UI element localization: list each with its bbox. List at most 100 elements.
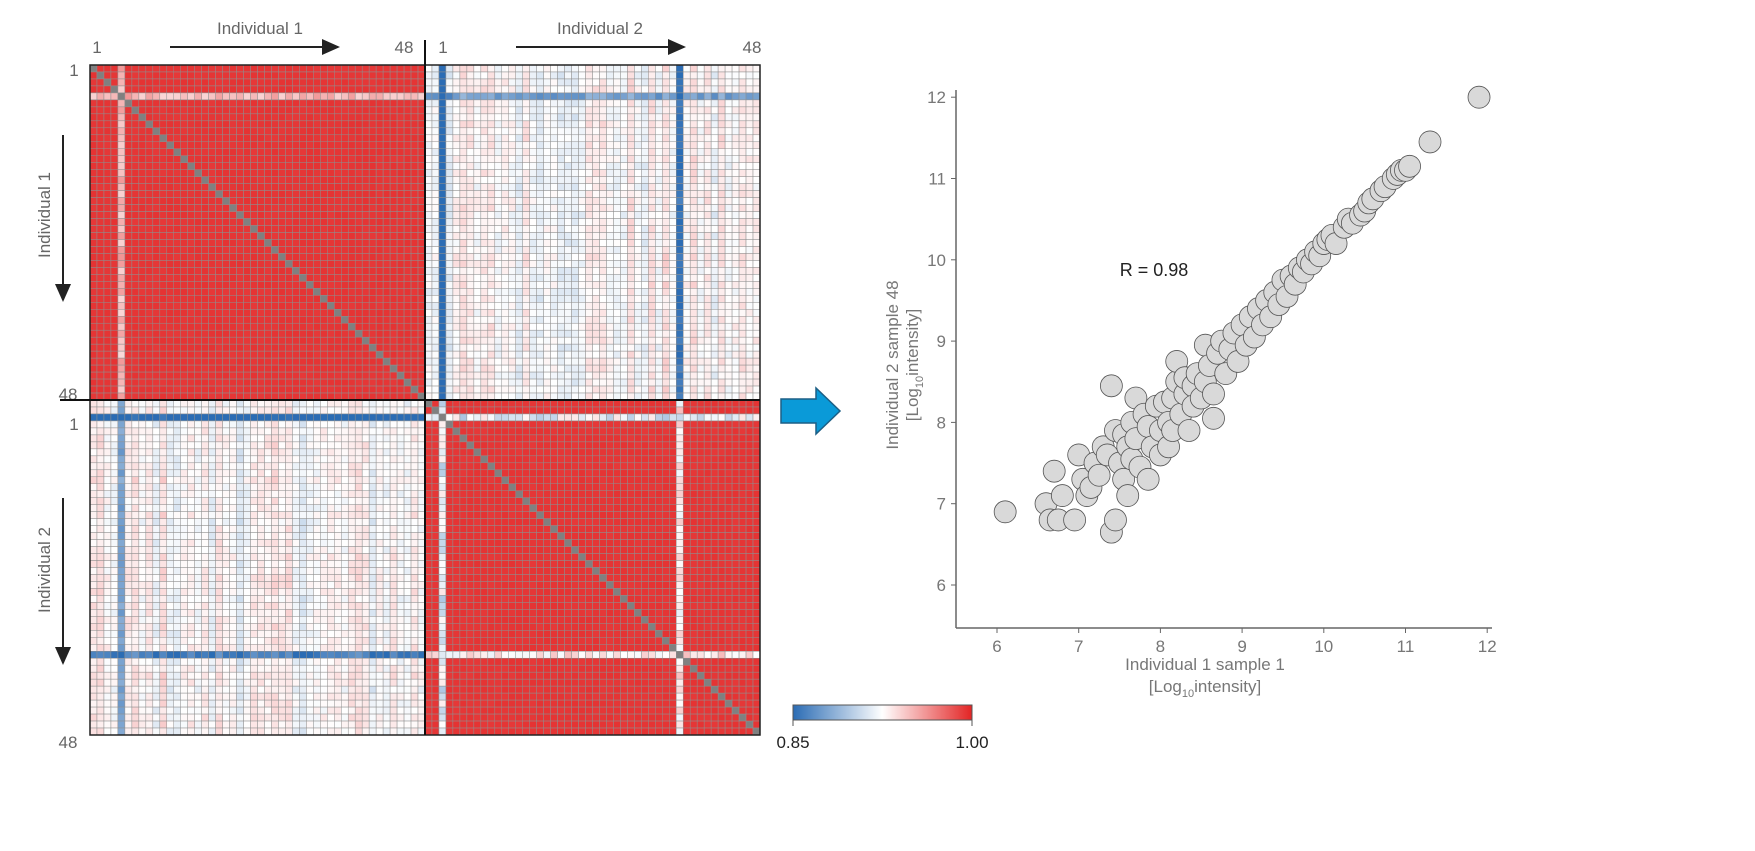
heatmap-cell <box>515 406 523 415</box>
heatmap-cell <box>361 329 370 338</box>
heatmap-cell <box>292 64 300 73</box>
heatmap-cell <box>96 190 105 198</box>
heatmap-cell <box>375 92 384 101</box>
heatmap-cell <box>703 343 712 352</box>
heatmap-cell <box>250 246 258 254</box>
heatmap-cell <box>689 78 698 87</box>
heatmap-cell <box>403 92 412 101</box>
heatmap-cell <box>592 309 600 317</box>
heatmap-cell <box>222 71 230 80</box>
heatmap-cell <box>285 197 293 205</box>
heatmap-cell <box>613 92 621 101</box>
heatmap-cell <box>620 71 628 80</box>
heatmap-cell <box>229 364 237 373</box>
heatmap-cell <box>717 211 726 219</box>
heatmap-cell <box>222 316 230 324</box>
heatmap-cell <box>627 78 635 87</box>
heatmap-cell <box>194 371 202 380</box>
heatmap-cell <box>96 309 105 317</box>
heatmap-cell <box>445 225 454 233</box>
heatmap-cell <box>662 357 670 366</box>
heatmap-cell <box>724 225 733 233</box>
heatmap-cell <box>745 155 754 163</box>
heatmap-cell <box>717 162 726 170</box>
heatmap-cell <box>585 190 593 198</box>
heatmap-cell <box>89 302 98 310</box>
heatmap-cell <box>529 316 537 324</box>
heatmap-cell <box>180 78 188 87</box>
heatmap-cell <box>738 197 747 205</box>
heatmap-cell <box>571 134 579 143</box>
heatmap-cell <box>613 246 621 254</box>
heatmap-cell <box>131 232 140 240</box>
heatmap-cell <box>96 343 105 352</box>
heatmap-cell <box>417 281 426 289</box>
heatmap-cell <box>320 211 328 219</box>
heatmap-cell <box>578 385 586 394</box>
heatmap-cell <box>131 78 140 87</box>
heatmap-cell <box>564 232 572 240</box>
heatmap-cell <box>431 218 440 226</box>
heatmap-cell <box>738 281 747 289</box>
heatmap-cell <box>682 92 691 101</box>
heatmap-cell <box>752 343 761 352</box>
heatmap-cell <box>452 141 461 149</box>
heatmap-cell <box>536 106 544 115</box>
heatmap-cell <box>222 92 230 101</box>
heatmap-cell <box>452 169 461 177</box>
heatmap-cell <box>613 364 621 373</box>
heatmap-cell <box>250 183 258 191</box>
heatmap-cell <box>682 399 691 408</box>
heatmap-cell <box>648 413 656 422</box>
heatmap-cell <box>648 274 656 282</box>
heatmap-cell <box>347 71 356 80</box>
heatmap-cell <box>620 295 628 303</box>
heatmap-cell <box>194 406 202 415</box>
heatmap-cell <box>138 392 147 401</box>
heatmap-cell <box>159 99 168 108</box>
heatmap-cell <box>334 309 342 317</box>
heatmap-cell <box>487 343 496 352</box>
heatmap-cell <box>368 364 377 373</box>
heatmap-cell <box>215 78 223 87</box>
heatmap-cell <box>620 392 628 401</box>
heatmap-cell <box>403 246 412 254</box>
heatmap-cell <box>620 197 628 205</box>
heatmap-cell <box>110 420 119 429</box>
heatmap-cell <box>585 329 593 338</box>
heatmap-cell <box>208 204 216 212</box>
heatmap-cell <box>724 92 733 101</box>
heatmap-cell <box>599 176 607 184</box>
heatmap-cell <box>445 211 454 219</box>
heatmap-cell <box>578 295 586 303</box>
heatmap-cell <box>117 190 126 198</box>
heatmap-cell <box>710 413 719 422</box>
heatmap-cell <box>368 134 377 143</box>
heatmap-cell <box>662 183 670 191</box>
heatmap-cell <box>696 399 705 408</box>
heatmap-cell <box>634 350 642 359</box>
heatmap-cell <box>138 120 147 129</box>
heatmap-cell <box>529 92 537 101</box>
heatmap-cell <box>689 322 698 331</box>
heatmap-cell <box>438 253 447 261</box>
heatmap-cell <box>375 183 384 191</box>
heatmap-cell <box>208 239 216 247</box>
heatmap-cell <box>271 343 279 352</box>
heatmap-cell <box>208 322 216 331</box>
heatmap-cell <box>620 134 628 143</box>
heatmap-cell <box>452 190 461 198</box>
heatmap-cell <box>466 350 475 359</box>
heatmap-cell <box>299 106 307 115</box>
heatmap-cell <box>187 357 195 366</box>
heatmap-cell <box>682 225 691 233</box>
heatmap-cell <box>564 281 572 289</box>
heatmap-cell <box>117 183 126 191</box>
heatmap-cell <box>187 225 195 233</box>
heatmap-cell <box>375 162 384 170</box>
heatmap-cell <box>424 274 433 282</box>
heatmap-cell <box>222 336 230 345</box>
heatmap-cell <box>571 78 579 87</box>
heatmap-cell <box>501 92 510 101</box>
heatmap-cell <box>222 302 230 310</box>
